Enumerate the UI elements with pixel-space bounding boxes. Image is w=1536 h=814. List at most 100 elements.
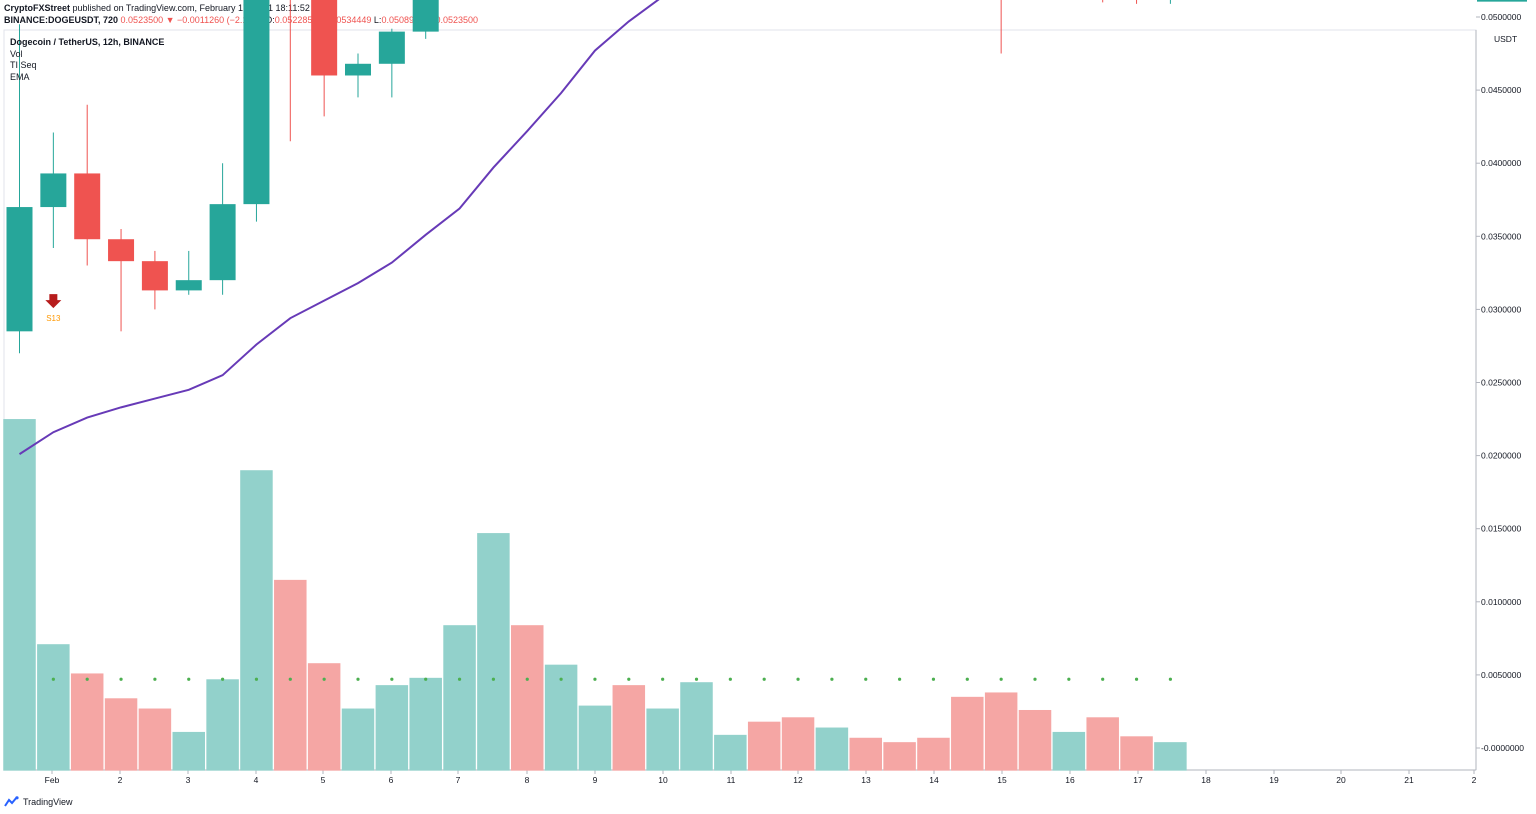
x-tick-label: 4 (254, 775, 259, 785)
x-tick-label: 10 (658, 775, 668, 785)
volume-bar (815, 727, 849, 771)
volume-bar (240, 470, 273, 771)
countdown-tag (1477, 0, 1527, 2)
symbol-label: BINANCE:DOGEUSDT, 720 (4, 15, 119, 25)
seq-dot-green (593, 677, 597, 681)
seq-dot-green (1168, 677, 1172, 681)
x-tick-label: 19 (1269, 775, 1279, 785)
x-tick-label: 9 (593, 775, 598, 785)
seq-dot-green (796, 677, 800, 681)
seq-dot-green (965, 677, 969, 681)
volume-bar (3, 419, 36, 771)
seq-dot-green (390, 677, 394, 681)
tradingview-footer[interactable]: TradingView (4, 796, 73, 808)
volume-bar (172, 731, 205, 771)
open-label: O: (265, 15, 275, 25)
x-tick-label: 12 (793, 775, 803, 785)
volume-bar (714, 734, 747, 771)
volume-bar (70, 673, 104, 771)
volume-bar (511, 625, 544, 771)
tradingview-logo-icon (4, 796, 19, 807)
chart-title: Dogecoin / TetherUS, 12h, BINANCE (10, 37, 165, 47)
x-tick-label: 6 (389, 775, 394, 785)
seq-dot-green (627, 677, 631, 681)
candle-body (141, 261, 168, 291)
chart-legend: Dogecoin / TetherUS, 12h, BINANCE Vol TI… (10, 37, 164, 83)
seq-arrow-down-icon (45, 294, 62, 309)
close-value: 0.0523500 (435, 15, 479, 25)
seq-dot-green (1101, 677, 1105, 681)
seq-dot-green (661, 677, 665, 681)
x-tick-label: 7 (456, 775, 461, 785)
y-tick-label: 0.0100000 (1481, 597, 1521, 607)
seq-dot-green (254, 677, 259, 681)
volume-bar (1018, 709, 1052, 771)
seq-dot-green (119, 677, 123, 681)
candle-body (243, 0, 270, 205)
seq-dot-green (762, 677, 766, 681)
seq-dot-green (221, 677, 225, 681)
seq-dot-green (1033, 677, 1037, 681)
seq-dot-green (1134, 677, 1139, 681)
y-tick-label: 0.0050000 (1481, 670, 1521, 680)
legend-item-tiseq[interactable]: TI Seq (10, 60, 37, 70)
y-tick-label: 0.0350000 (1481, 231, 1521, 241)
seq-dot-green (694, 677, 699, 681)
volume-bar (883, 742, 916, 771)
volume-bar (578, 705, 612, 771)
seq-dot-green (830, 677, 834, 681)
x-tick-label: 18 (1201, 775, 1211, 785)
published-text: published on TradingView.com, February 1… (72, 3, 331, 13)
candle-body (40, 173, 67, 208)
candle-body (6, 207, 33, 332)
candle-body (209, 204, 236, 281)
volume-bar (646, 708, 679, 771)
volume-bar (951, 696, 984, 771)
footer-brand: TradingView (23, 797, 73, 807)
seq-dot-green (525, 677, 529, 681)
y-tick-label: -0.0000000 (1481, 743, 1524, 753)
x-tick-label: 21 (1404, 775, 1414, 785)
seq-dot-green (187, 677, 191, 681)
seq-label: S13 (46, 314, 61, 323)
volume-bar (409, 677, 442, 771)
x-tick-label: 17 (1133, 775, 1143, 785)
seq-dot-green (931, 677, 936, 681)
high-value: 0.0534449 (328, 15, 372, 25)
seq-dot-green (491, 677, 495, 681)
y-tick-label: 0.0200000 (1481, 451, 1521, 461)
chart-pane (3, 29, 1477, 771)
candle-body (108, 239, 135, 262)
seq-dot-green (999, 677, 1003, 681)
x-tick-label: 20 (1336, 775, 1346, 785)
volume-bar (104, 698, 138, 771)
legend-item-vol[interactable]: Vol (10, 48, 23, 59)
volume-bar (341, 708, 375, 771)
price-change: ▼ −0.0011260 (−2.11%) (165, 15, 263, 25)
volume-bar (307, 663, 341, 771)
seq-dot-green (864, 677, 868, 681)
y-tick-label: 0.0150000 (1481, 524, 1521, 534)
y-tick-label: 0.0450000 (1481, 85, 1521, 95)
x-tick-label: 16 (1065, 775, 1075, 785)
open-value: 0.0522854 (274, 15, 318, 25)
candle-body (412, 0, 439, 32)
countdown-text: 05:48:09 (1487, 0, 1521, 1)
legend-item-ema[interactable]: EMA (10, 71, 30, 82)
low-label: L: (373, 15, 382, 25)
volume-bar (375, 685, 409, 771)
x-tick-label: Feb (45, 775, 60, 785)
x-tick-label: 8 (525, 775, 530, 785)
volume-bar (1052, 731, 1086, 771)
y-tick-label: 0.0400000 (1481, 158, 1521, 168)
seq-dot-green (51, 677, 55, 681)
seq-dot-green (898, 677, 902, 681)
volume-bar (984, 692, 1018, 771)
seq-dot-green (728, 677, 732, 681)
volume-bar (206, 679, 239, 771)
volume-bar (781, 717, 815, 771)
volume-bar (747, 721, 781, 771)
volume-bar (680, 682, 713, 771)
x-tick-label: 2 (1472, 775, 1477, 785)
